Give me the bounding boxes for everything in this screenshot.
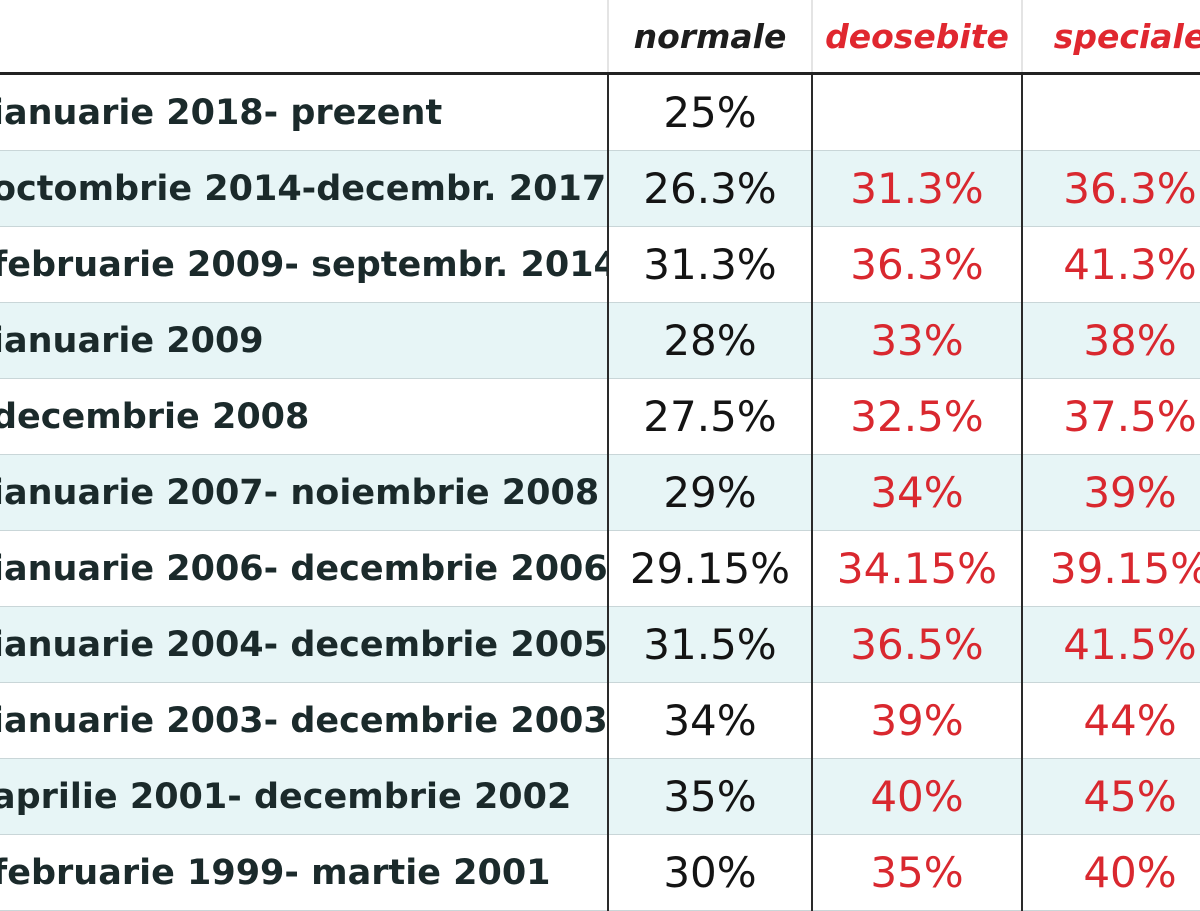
deosebite-cell: 33% xyxy=(811,302,1023,379)
table-row: ianuarie 2009 28% 33% 38% xyxy=(0,302,1200,379)
normale-cell: 28% xyxy=(607,302,813,379)
period-cell: decembrie 2008 xyxy=(0,378,609,455)
deosebite-cell: 40% xyxy=(811,758,1023,835)
table-row: aprilie 2001- decembrie 2002 35% 40% 45% xyxy=(0,758,1200,835)
deosebite-cell: 32.5% xyxy=(811,378,1023,455)
speciale-cell: 40% xyxy=(1021,834,1200,911)
period-cell: februarie 2009- septembr. 2014 xyxy=(0,226,609,303)
deosebite-cell: 36.5% xyxy=(811,606,1023,683)
speciale-cell: 38% xyxy=(1021,302,1200,379)
table-row: ianuarie 2007- noiembrie 2008 29% 34% 39… xyxy=(0,454,1200,531)
table-row: octombrie 2014-decembr. 2017 26.3% 31.3%… xyxy=(0,150,1200,227)
period-cell: februarie 1999- martie 2001 xyxy=(0,834,609,911)
table-row: decembrie 2008 27.5% 32.5% 37.5% xyxy=(0,378,1200,455)
deosebite-cell: 36.3% xyxy=(811,226,1023,303)
period-cell: ianuarie 2006- decembrie 2006 xyxy=(0,530,609,607)
speciale-cell: 39.15% xyxy=(1021,530,1200,607)
normale-cell: 29.15% xyxy=(607,530,813,607)
deosebite-cell xyxy=(811,73,1023,151)
normale-cell: 25% xyxy=(607,73,813,151)
normale-cell: 26.3% xyxy=(607,150,813,227)
speciale-cell: 37.5% xyxy=(1021,378,1200,455)
normale-cell: 34% xyxy=(607,682,813,759)
speciale-cell: 36.3% xyxy=(1021,150,1200,227)
table-row: februarie 1999- martie 2001 30% 35% 40% xyxy=(0,834,1200,911)
speciale-cell xyxy=(1021,73,1200,151)
header-normale: normale xyxy=(607,0,813,75)
speciale-cell: 44% xyxy=(1021,682,1200,759)
normale-cell: 31.3% xyxy=(607,226,813,303)
period-cell: aprilie 2001- decembrie 2002 xyxy=(0,758,609,835)
speciale-cell: 45% xyxy=(1021,758,1200,835)
table-row: ianuarie 2018- prezent 25% xyxy=(0,73,1200,151)
period-cell: ianuarie 2003- decembrie 2003 xyxy=(0,682,609,759)
period-cell: ianuarie 2004- decembrie 2005 xyxy=(0,606,609,683)
period-cell: octombrie 2014-decembr. 2017 xyxy=(0,150,609,227)
header-deosebite: deosebite xyxy=(811,0,1023,75)
normale-cell: 29% xyxy=(607,454,813,531)
table-header-row: normale deosebite speciale xyxy=(0,0,1200,75)
deosebite-cell: 31.3% xyxy=(811,150,1023,227)
deosebite-cell: 39% xyxy=(811,682,1023,759)
deosebite-cell: 34% xyxy=(811,454,1023,531)
deosebite-cell: 34.15% xyxy=(811,530,1023,607)
normale-cell: 35% xyxy=(607,758,813,835)
period-cell: ianuarie 2018- prezent xyxy=(0,73,609,151)
header-speciale: speciale xyxy=(1021,0,1200,75)
table-row: ianuarie 2006- decembrie 2006 29.15% 34.… xyxy=(0,530,1200,607)
header-period-cell xyxy=(0,0,609,75)
table-row: ianuarie 2004- decembrie 2005 31.5% 36.5… xyxy=(0,606,1200,683)
speciale-cell: 41.5% xyxy=(1021,606,1200,683)
period-cell: ianuarie 2009 xyxy=(0,302,609,379)
normale-cell: 31.5% xyxy=(607,606,813,683)
period-cell: ianuarie 2007- noiembrie 2008 xyxy=(0,454,609,531)
speciale-cell: 39% xyxy=(1021,454,1200,531)
table-row: ianuarie 2003- decembrie 2003 34% 39% 44… xyxy=(0,682,1200,759)
table-row: februarie 2009- septembr. 2014 31.3% 36.… xyxy=(0,226,1200,303)
normale-cell: 27.5% xyxy=(607,378,813,455)
speciale-cell: 41.3% xyxy=(1021,226,1200,303)
normale-cell: 30% xyxy=(607,834,813,911)
deosebite-cell: 35% xyxy=(811,834,1023,911)
